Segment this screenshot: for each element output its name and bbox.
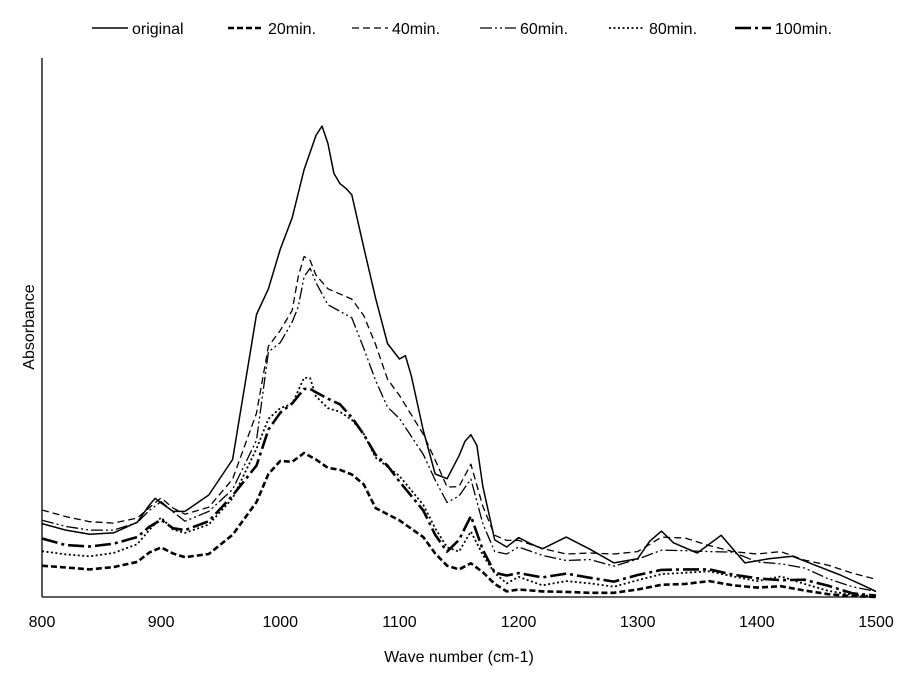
legend-label-2: 40min. <box>392 21 440 38</box>
x-tick-label: 1500 <box>858 614 894 631</box>
series-line-5 <box>41 387 877 597</box>
series-line-4 <box>41 376 877 597</box>
x-tick-label: 800 <box>29 614 56 631</box>
x-tick-labels: 800 900 1000 1100 1200 1300 1400 1500 <box>29 614 894 631</box>
legend-label-1: 20min. <box>268 21 316 38</box>
y-axis-title: Absorbance <box>21 284 38 369</box>
plot-series <box>41 125 877 599</box>
legend-label-5: 100min. <box>775 21 832 38</box>
x-tick-label: 900 <box>148 614 175 631</box>
x-tick-label: 1100 <box>382 614 417 631</box>
x-tick-label: 1400 <box>739 614 775 631</box>
legend-label-4: 80min. <box>649 21 697 38</box>
legend-label-0: original <box>132 21 184 38</box>
x-tick-label: 1300 <box>620 614 656 631</box>
x-tick-label: 1000 <box>262 614 298 631</box>
legend: original 20min. 40min. 60min. 80min. 100min. <box>92 21 832 38</box>
series-line-1 <box>41 451 877 599</box>
x-axis-title: Wave number (cm-1) <box>384 649 534 666</box>
series-line-0 <box>41 125 877 593</box>
x-tick-label: 1200 <box>501 614 537 631</box>
legend-label-3: 60min. <box>520 21 568 38</box>
series-line-2 <box>41 255 877 580</box>
series-line-3 <box>41 267 877 593</box>
